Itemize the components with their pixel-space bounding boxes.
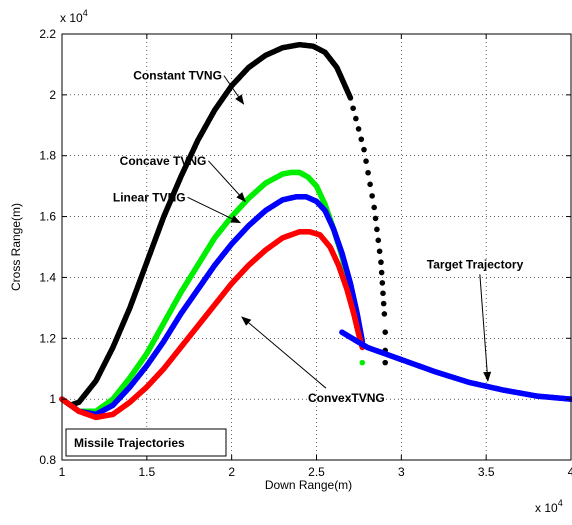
- series-point: [369, 193, 375, 199]
- y-tick-label: 1.6: [39, 210, 56, 224]
- series-layer: [59, 41, 572, 421]
- y-multiplier-base: x 10: [60, 11, 83, 25]
- series-target-trajectory: [339, 329, 572, 402]
- series-point: [367, 181, 373, 188]
- series-point: [375, 237, 382, 244]
- series-point: [374, 226, 380, 233]
- annotation-arrow: [479, 274, 492, 382]
- series-convextvng: [59, 228, 366, 421]
- series-point: [355, 126, 362, 132]
- y-tick-label: 1.2: [39, 331, 56, 345]
- x-tick-label: 1.5: [138, 465, 155, 479]
- series-point: [365, 169, 371, 176]
- y-multiplier-exp: 4: [83, 8, 88, 18]
- series-point: [350, 105, 356, 112]
- series-point: [371, 204, 377, 211]
- series-point: [380, 290, 386, 297]
- y-tick-label: 1: [49, 392, 56, 406]
- x-tick-label: 2: [228, 465, 235, 479]
- y-multiplier: x 104: [60, 8, 88, 25]
- annotation-label: Target Trajectory: [427, 257, 524, 271]
- series-point: [382, 329, 389, 336]
- series-point: [376, 248, 383, 255]
- series-point: [353, 115, 359, 122]
- y-tick-label: 1.8: [39, 149, 56, 163]
- x-tick-label: 3: [398, 465, 405, 479]
- x-tick-label: 3.5: [478, 465, 495, 479]
- annotation-arrow: [223, 75, 245, 105]
- missile-trajectories-box-frame: [65, 428, 227, 457]
- y-axis-title: Cross Range(m): [9, 203, 23, 291]
- series-point: [380, 300, 387, 307]
- y-tick-label: 2.2: [39, 27, 56, 41]
- annotation-arrow: [241, 316, 327, 389]
- series-point: [372, 215, 379, 222]
- series-point: [378, 259, 384, 266]
- annotation-label: Concave TVNG: [120, 154, 207, 168]
- annotation-arrow: [208, 160, 246, 203]
- x-tick-label: 2.5: [308, 465, 325, 479]
- series-point: [382, 359, 389, 366]
- annotations: Constant TVNG Concave TVNG Linear TVNG Targ…: [113, 69, 524, 406]
- series-point: [381, 311, 388, 317]
- annotation-arrow: [187, 196, 242, 224]
- y-tick-label: 0.8: [39, 453, 56, 467]
- x-tick-label: 4: [568, 465, 572, 479]
- x-axis-title: Down Range(m): [265, 478, 352, 492]
- x-multiplier-exp: 4: [558, 498, 563, 508]
- missile-trajectories-label: Missile Trajectories: [74, 436, 185, 450]
- missile-trajectories-box: Missile Trajectories: [65, 428, 227, 457]
- annotation-label: ConvexTVNG: [308, 391, 385, 405]
- series-constant-tvng: [59, 41, 389, 409]
- series-point: [358, 136, 365, 143]
- series-point: [378, 269, 385, 276]
- ticks: 1 1.5 2 2.5 3 3.5 40.811.21.41.61.822.2: [39, 27, 572, 479]
- series-point: [361, 146, 367, 153]
- x-tick-label: 1: [59, 465, 66, 479]
- grid: [62, 34, 571, 460]
- series-point: [363, 158, 369, 164]
- series-point: [359, 359, 366, 366]
- series-point: [379, 280, 386, 286]
- annotation-label: Constant TVNG: [133, 69, 222, 83]
- annotation-label: Linear TVNG: [113, 190, 186, 204]
- y-tick-label: 2: [49, 88, 56, 102]
- x-multiplier-base: x 10: [535, 501, 558, 515]
- series-point: [347, 95, 354, 101]
- y-tick-label: 1.4: [39, 270, 56, 284]
- x-multiplier: x 104: [535, 498, 563, 515]
